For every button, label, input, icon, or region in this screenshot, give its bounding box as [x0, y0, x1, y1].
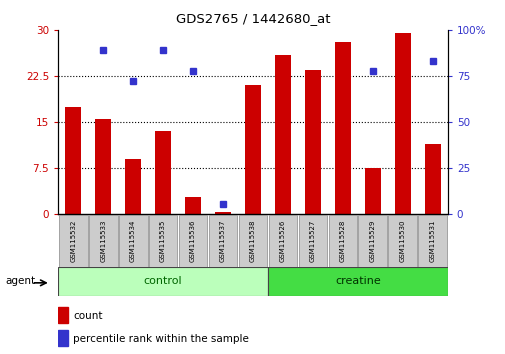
Text: agent: agent: [5, 276, 35, 286]
Text: GSM115532: GSM115532: [70, 219, 76, 262]
Text: GDS2765 / 1442680_at: GDS2765 / 1442680_at: [175, 12, 330, 25]
Bar: [58, 330, 68, 346]
Bar: [268, 215, 297, 267]
Text: GSM115531: GSM115531: [429, 219, 435, 262]
Bar: [58, 307, 68, 323]
Bar: [65, 107, 81, 214]
Bar: [95, 119, 111, 214]
Bar: [394, 33, 410, 214]
Text: creatine: creatine: [334, 276, 380, 286]
Text: GSM115536: GSM115536: [190, 219, 195, 262]
Text: GSM115534: GSM115534: [130, 219, 136, 262]
Text: GSM115537: GSM115537: [220, 219, 226, 262]
Bar: [208, 215, 237, 267]
Bar: [364, 168, 380, 214]
Text: GSM115530: GSM115530: [399, 219, 405, 262]
Bar: [304, 70, 321, 214]
Text: GSM115528: GSM115528: [339, 219, 345, 262]
Bar: [358, 215, 386, 267]
Bar: [334, 42, 350, 214]
Bar: [388, 215, 417, 267]
Text: GSM115533: GSM115533: [100, 219, 106, 262]
Bar: [244, 85, 261, 214]
Bar: [298, 215, 327, 267]
Bar: [418, 215, 446, 267]
Bar: [58, 267, 268, 296]
Bar: [178, 215, 207, 267]
Text: GSM115526: GSM115526: [279, 219, 285, 262]
Bar: [155, 131, 171, 214]
Bar: [148, 215, 177, 267]
Bar: [274, 55, 291, 214]
Bar: [214, 212, 231, 214]
Bar: [238, 215, 267, 267]
Text: GSM115535: GSM115535: [160, 219, 166, 262]
Bar: [59, 215, 87, 267]
Bar: [125, 159, 141, 214]
Bar: [328, 215, 357, 267]
Text: percentile rank within the sample: percentile rank within the sample: [73, 334, 248, 344]
Bar: [88, 215, 117, 267]
Text: GSM115527: GSM115527: [310, 219, 315, 262]
Bar: [424, 144, 440, 214]
Text: control: control: [143, 276, 182, 286]
Bar: [184, 197, 201, 214]
Text: GSM115538: GSM115538: [249, 219, 256, 262]
Bar: [268, 267, 447, 296]
Text: GSM115529: GSM115529: [369, 219, 375, 262]
Bar: [119, 215, 147, 267]
Text: count: count: [73, 311, 103, 321]
